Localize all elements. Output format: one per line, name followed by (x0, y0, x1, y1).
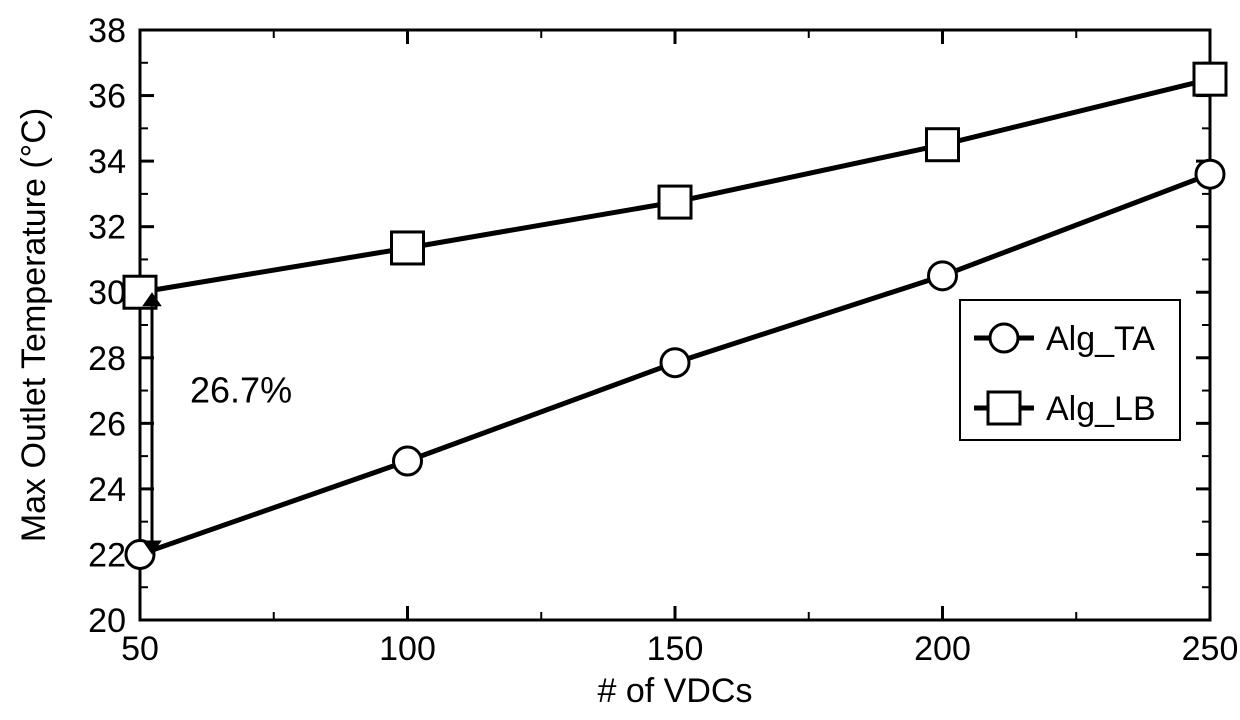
y-tick-label: 20 (88, 602, 126, 640)
legend-marker-Alg_TA (990, 324, 1018, 352)
series-marker-Alg_LB (392, 232, 424, 264)
y-tick-label: 28 (88, 340, 126, 378)
legend-marker-Alg_LB (988, 392, 1020, 424)
y-tick-label: 22 (88, 536, 126, 574)
y-tick-label: 38 (88, 12, 126, 50)
series-marker-Alg_TA (661, 349, 689, 377)
series-marker-Alg_TA (1196, 160, 1224, 188)
x-tick-label: 250 (1182, 630, 1239, 668)
x-tick-label: 150 (647, 630, 704, 668)
y-tick-label: 32 (88, 209, 126, 247)
y-tick-label: 26 (88, 405, 126, 443)
legend-label-Alg_LB: Alg_LB (1046, 390, 1156, 428)
series-marker-Alg_LB (659, 186, 691, 218)
y-tick-label: 24 (88, 471, 126, 509)
y-tick-label: 34 (88, 143, 126, 181)
y-axis-label: Max Outlet Temperature (°C) (15, 108, 53, 542)
series-marker-Alg_LB (1194, 63, 1226, 95)
temperature-chart: 50 100 150 200 250 # of VDCs 20 22 24 26 28 30 32 34 3… (0, 0, 1240, 720)
y-tick-label: 36 (88, 78, 126, 116)
series-marker-Alg_TA (394, 447, 422, 475)
annotation-label: 26.7% (190, 370, 292, 411)
legend-label-Alg_TA: Alg_TA (1046, 320, 1155, 358)
chart-container: 50 100 150 200 250 # of VDCs 20 22 24 26 28 30 32 34 3… (0, 0, 1240, 720)
x-tick-label: 50 (121, 630, 159, 668)
x-tick-label: 100 (379, 630, 436, 668)
series-marker-Alg_TA (929, 262, 957, 290)
series-marker-Alg_LB (927, 129, 959, 161)
x-tick-label: 200 (914, 630, 971, 668)
x-axis-label: # of VDCs (598, 672, 753, 710)
y-tick-label: 30 (88, 274, 126, 312)
